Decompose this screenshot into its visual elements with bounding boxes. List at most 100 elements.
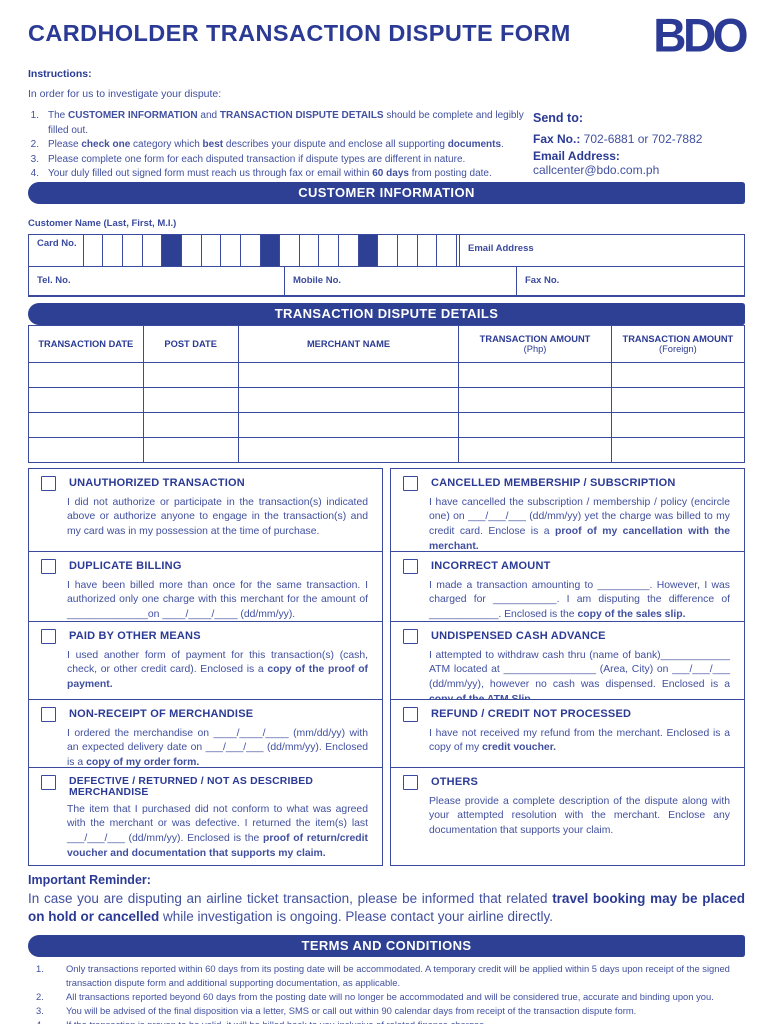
table-row bbox=[28, 361, 746, 388]
table-cell[interactable] bbox=[237, 386, 460, 413]
column-header-transaction-date: TRANSACTION DATE bbox=[28, 324, 144, 363]
fax-number: Fax No.: 702-6881 or 702-7882 bbox=[533, 132, 703, 146]
terms-list: 1. Only transactions reported within 60 … bbox=[28, 962, 745, 1024]
checkbox[interactable] bbox=[403, 774, 418, 790]
card-digit-cell[interactable] bbox=[338, 234, 358, 266]
table-cell[interactable] bbox=[610, 411, 746, 438]
table-cell[interactable] bbox=[28, 411, 144, 438]
category-description: I have been billed more than once for th… bbox=[67, 579, 368, 621]
email-address: Email Address: callcenter@bdo.com.ph bbox=[533, 149, 660, 177]
table-cell[interactable] bbox=[142, 436, 239, 463]
customer-name-field[interactable]: Customer Name (Last, First, M.I.) bbox=[28, 207, 745, 234]
dispute-category-cancelled-membership: CANCELLED MEMBERSHIP / SUBSCRIPTION I ha… bbox=[390, 467, 745, 552]
category-description: I did not authorize or participate in th… bbox=[67, 496, 368, 538]
card-number-field[interactable]: Card No. bbox=[29, 234, 459, 266]
category-description: I made a transaction amounting to ______… bbox=[429, 579, 730, 621]
table-cell[interactable] bbox=[237, 436, 460, 463]
table-cell[interactable] bbox=[28, 436, 144, 463]
table-cell[interactable] bbox=[142, 386, 239, 413]
checkbox[interactable] bbox=[403, 475, 418, 491]
card-digit-cell[interactable] bbox=[397, 234, 417, 266]
table-cell[interactable] bbox=[610, 436, 746, 463]
column-header-merchant-name: MERCHANT NAME bbox=[237, 324, 460, 363]
card-digit-cell[interactable] bbox=[416, 234, 437, 266]
instructions-intro: In order for us to investigate your disp… bbox=[28, 88, 222, 100]
category-title: DEFECTIVE / RETURNED / NOT AS DESCRIBED … bbox=[69, 775, 314, 798]
card-digit-cell[interactable] bbox=[200, 234, 221, 266]
card-digit-cell[interactable] bbox=[141, 234, 162, 266]
card-digit-cell[interactable] bbox=[180, 234, 201, 266]
instruction-item: 1. The CUSTOMER INFORMATION and TRANSACT… bbox=[28, 109, 533, 138]
table-cell[interactable] bbox=[458, 411, 612, 438]
instruction-item: 3. Please complete one form for each dis… bbox=[28, 153, 533, 168]
instruction-text: Your duly filled out signed form must re… bbox=[48, 168, 492, 179]
card-number-cells[interactable] bbox=[82, 234, 458, 266]
terms-text: Only transactions reported within 60 day… bbox=[66, 962, 730, 988]
card-digit-cell[interactable] bbox=[82, 234, 103, 266]
instruction-text: The CUSTOMER INFORMATION and TRANSACTION… bbox=[48, 110, 524, 136]
card-digit-cell[interactable] bbox=[239, 234, 260, 266]
checkbox[interactable] bbox=[41, 774, 56, 790]
table-cell[interactable] bbox=[458, 361, 612, 388]
table-cell[interactable] bbox=[142, 411, 239, 438]
card-digit-cell[interactable] bbox=[436, 234, 458, 266]
fax-field[interactable]: Fax No. bbox=[516, 266, 744, 295]
table-cell[interactable] bbox=[142, 361, 239, 388]
checkbox[interactable] bbox=[403, 628, 418, 644]
column-header-post-date: POST DATE bbox=[142, 324, 239, 363]
card-digit-cell[interactable] bbox=[318, 234, 338, 266]
instructions-list: 1. The CUSTOMER INFORMATION and TRANSACT… bbox=[28, 109, 533, 182]
table-cell[interactable] bbox=[237, 411, 460, 438]
instruction-item: 4. Your duly filled out signed form must… bbox=[28, 167, 533, 182]
checkbox[interactable] bbox=[41, 706, 56, 722]
table-cell[interactable] bbox=[610, 361, 746, 388]
category-description: I attempted to withdraw cash thru (name … bbox=[429, 649, 730, 700]
terms-item: 3. You will be advised of the final disp… bbox=[28, 1004, 745, 1018]
checkbox[interactable] bbox=[41, 558, 56, 574]
customer-name-label: Customer Name (Last, First, M.I.) bbox=[28, 217, 177, 229]
card-number-label: Card No. bbox=[37, 237, 77, 249]
instruction-number: 3. bbox=[30, 153, 39, 165]
email-field[interactable]: Email Address bbox=[459, 234, 744, 266]
category-description: I used another form of payment for this … bbox=[67, 649, 369, 691]
checkbox[interactable] bbox=[403, 706, 418, 722]
card-digit-cell[interactable] bbox=[298, 234, 319, 266]
checkbox[interactable] bbox=[403, 558, 418, 574]
instruction-number: 4. bbox=[30, 168, 39, 179]
dispute-category-paid-by-other-means: PAID BY OTHER MEANS I used another form … bbox=[28, 621, 383, 700]
table-cell[interactable] bbox=[610, 386, 746, 413]
card-digit-cell[interactable] bbox=[102, 234, 122, 266]
tel-label: Tel. No. bbox=[37, 274, 71, 286]
terms-item: 1. Only transactions reported within 60 … bbox=[28, 962, 745, 990]
form-header: CARDHOLDER TRANSACTION DISPUTE FORM BDO bbox=[28, 8, 748, 64]
terms-text: If the transaction is proven to be valid… bbox=[66, 1018, 487, 1024]
checkbox[interactable] bbox=[41, 475, 56, 491]
tel-field[interactable]: Tel. No. bbox=[29, 267, 284, 295]
section-header-transaction-dispute-details: TRANSACTION DISPUTE DETAILS bbox=[28, 302, 745, 325]
dispute-category-refund-credit-not-processed: REFUND / CREDIT NOT PROCESSED I have not… bbox=[390, 699, 745, 768]
category-description: Please provide a complete description of… bbox=[429, 795, 730, 837]
instruction-item: 2. Please check one category which best … bbox=[28, 138, 533, 153]
send-to-block: Send to: Fax No.: 702-6881 or 702-7882 E… bbox=[533, 111, 745, 182]
card-digit-cell[interactable] bbox=[377, 234, 397, 266]
category-title: INCORRECT AMOUNT bbox=[431, 559, 551, 572]
table-cell[interactable] bbox=[458, 436, 612, 463]
card-separator-cell bbox=[161, 234, 181, 266]
instructions-block: In order for us to investigate your disp… bbox=[28, 80, 533, 182]
instruction-number: 2. bbox=[30, 139, 39, 150]
table-cell[interactable] bbox=[458, 386, 612, 413]
table-cell[interactable] bbox=[28, 386, 144, 413]
instruction-text: Please complete one form for each disput… bbox=[48, 153, 466, 165]
table-cell[interactable] bbox=[237, 361, 460, 388]
category-title: REFUND / CREDIT NOT PROCESSED bbox=[431, 707, 632, 720]
mobile-field[interactable]: Mobile No. bbox=[284, 266, 516, 295]
bdo-logo: BDO bbox=[653, 8, 748, 62]
card-digit-cell[interactable] bbox=[279, 234, 299, 266]
table-cell[interactable] bbox=[28, 361, 144, 388]
send-to-heading: Send to: bbox=[533, 111, 583, 125]
card-digit-cell[interactable] bbox=[220, 234, 240, 266]
card-digit-cell[interactable] bbox=[121, 234, 142, 266]
checkbox[interactable] bbox=[41, 628, 56, 644]
instruction-number: 1. bbox=[30, 110, 39, 121]
